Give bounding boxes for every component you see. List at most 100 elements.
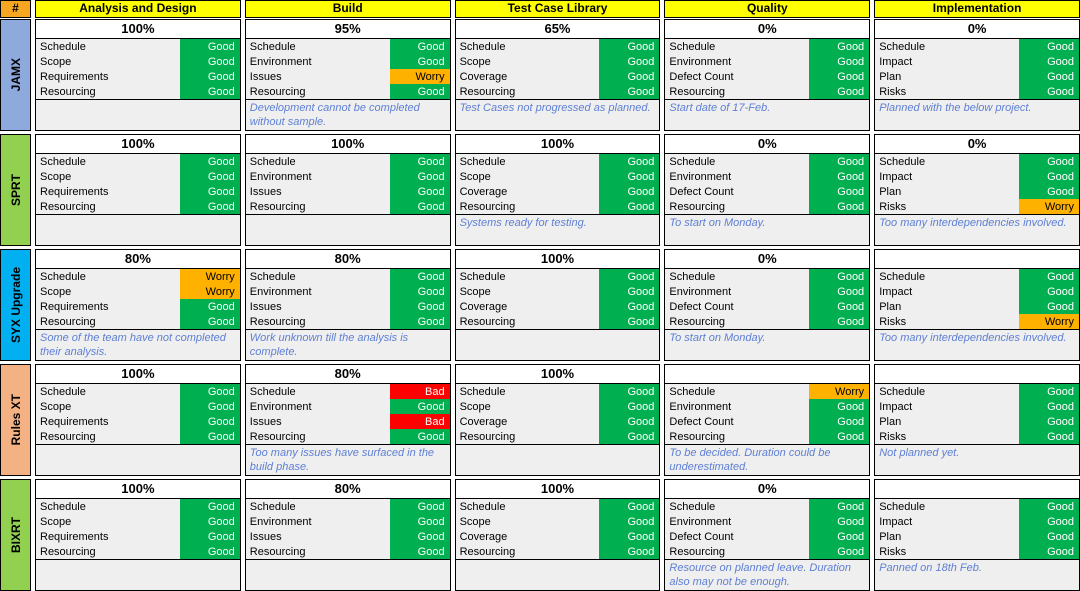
- status-label[interactable]: Resourcing: [40, 430, 96, 443]
- status-label[interactable]: Schedule: [40, 270, 86, 283]
- status-badge[interactable]: Good: [1018, 169, 1079, 184]
- note-cell[interactable]: [36, 445, 240, 475]
- status-badge[interactable]: Good: [389, 399, 450, 414]
- status-badge[interactable]: Good: [599, 199, 660, 214]
- status-label[interactable]: Coverage: [459, 300, 508, 313]
- status-label[interactable]: Scope: [40, 285, 72, 298]
- status-badge[interactable]: Good: [809, 429, 870, 444]
- phase-header[interactable]: Test Case Library: [454, 0, 661, 18]
- status-badge[interactable]: Good: [389, 499, 450, 514]
- status-badge[interactable]: Good: [599, 84, 660, 99]
- status-badge[interactable]: Good: [809, 69, 870, 84]
- status-label[interactable]: Environment: [249, 170, 312, 183]
- status-badge[interactable]: Bad: [389, 414, 450, 429]
- status-badge[interactable]: Worry: [389, 69, 450, 84]
- status-label[interactable]: Resourcing: [669, 430, 726, 443]
- status-label[interactable]: Requirements: [40, 530, 109, 543]
- status-label[interactable]: Resourcing: [40, 200, 96, 213]
- status-badge[interactable]: Good: [1018, 499, 1079, 514]
- status-badge[interactable]: Good: [1018, 514, 1079, 529]
- percent-cell[interactable]: 0%: [875, 135, 1079, 154]
- status-label[interactable]: Risks: [879, 315, 907, 328]
- percent-cell[interactable]: 100%: [36, 480, 240, 499]
- note-cell[interactable]: To start on Monday.: [669, 217, 766, 229]
- note-cell[interactable]: Planned with the below project.: [879, 102, 1032, 114]
- status-badge[interactable]: Good: [179, 514, 240, 529]
- status-label[interactable]: Coverage: [459, 70, 508, 83]
- status-label[interactable]: Resourcing: [459, 200, 516, 213]
- status-badge[interactable]: Good: [809, 54, 870, 69]
- status-badge[interactable]: Worry: [179, 284, 240, 299]
- status-label[interactable]: Environment: [249, 515, 312, 528]
- status-badge[interactable]: Good: [179, 39, 240, 54]
- status-label[interactable]: Issues: [249, 415, 282, 428]
- note-cell[interactable]: [246, 215, 450, 245]
- status-label[interactable]: Coverage: [459, 415, 508, 428]
- status-label[interactable]: Requirements: [40, 415, 109, 428]
- status-label[interactable]: Impact: [879, 515, 913, 528]
- status-label[interactable]: Schedule: [40, 155, 86, 168]
- note-cell[interactable]: Panned on 18th Feb.: [879, 562, 982, 574]
- status-badge[interactable]: Good: [389, 544, 450, 559]
- status-badge[interactable]: Good: [179, 154, 240, 169]
- status-badge[interactable]: Good: [1018, 399, 1079, 414]
- status-label[interactable]: Scope: [40, 55, 72, 68]
- percent-cell[interactable]: 100%: [36, 135, 240, 154]
- percent-cell[interactable]: 100%: [36, 365, 240, 384]
- note-cell[interactable]: [456, 560, 660, 590]
- status-badge[interactable]: Good: [599, 39, 660, 54]
- status-label[interactable]: Scope: [40, 170, 72, 183]
- status-badge[interactable]: Good: [809, 299, 870, 314]
- status-badge[interactable]: Good: [389, 84, 450, 99]
- status-badge[interactable]: Good: [1018, 544, 1079, 559]
- status-badge[interactable]: Good: [1018, 84, 1079, 99]
- status-badge[interactable]: Good: [179, 314, 240, 329]
- note-cell[interactable]: Start date of 17-Feb.: [669, 102, 771, 114]
- status-label[interactable]: Defect Count: [669, 415, 734, 428]
- status-badge[interactable]: Good: [179, 69, 240, 84]
- percent-cell[interactable]: 0%: [875, 20, 1079, 39]
- status-badge[interactable]: Good: [809, 169, 870, 184]
- status-label[interactable]: Schedule: [669, 270, 716, 283]
- status-label[interactable]: Resourcing: [669, 545, 726, 558]
- percent-cell[interactable]: 80%: [245, 365, 450, 384]
- percent-cell[interactable]: 0%: [665, 20, 870, 39]
- percent-cell[interactable]: [665, 365, 870, 384]
- status-badge[interactable]: Good: [809, 199, 870, 214]
- status-badge[interactable]: Good: [1018, 69, 1079, 84]
- status-label[interactable]: Schedule: [459, 385, 506, 398]
- status-badge[interactable]: Good: [809, 84, 870, 99]
- status-badge[interactable]: Good: [389, 169, 450, 184]
- note-cell[interactable]: [36, 100, 240, 130]
- status-label[interactable]: Resourcing: [249, 545, 306, 558]
- status-label[interactable]: Environment: [249, 55, 312, 68]
- status-label[interactable]: Defect Count: [669, 300, 734, 313]
- status-badge[interactable]: Good: [179, 84, 240, 99]
- status-badge[interactable]: Good: [1018, 39, 1079, 54]
- project-label[interactable]: SYX Upgrade: [0, 249, 31, 361]
- status-badge[interactable]: Good: [1018, 154, 1079, 169]
- status-label[interactable]: Impact: [879, 170, 913, 183]
- status-badge[interactable]: Good: [809, 184, 870, 199]
- status-label[interactable]: Resourcing: [40, 85, 96, 98]
- project-label[interactable]: JAMX: [0, 19, 31, 131]
- status-badge[interactable]: Good: [179, 384, 240, 399]
- status-label[interactable]: Plan: [879, 530, 902, 543]
- status-label[interactable]: Schedule: [669, 500, 716, 513]
- status-badge[interactable]: Good: [809, 39, 870, 54]
- status-label[interactable]: Environment: [669, 285, 732, 298]
- status-badge[interactable]: Good: [389, 269, 450, 284]
- percent-cell[interactable]: 0%: [665, 135, 870, 154]
- status-label[interactable]: Schedule: [669, 40, 716, 53]
- status-label[interactable]: Environment: [669, 170, 732, 183]
- status-label[interactable]: Resourcing: [40, 545, 96, 558]
- status-label[interactable]: Schedule: [40, 40, 86, 53]
- status-label[interactable]: Schedule: [669, 385, 716, 398]
- phase-header[interactable]: Quality: [664, 0, 871, 18]
- status-label[interactable]: Schedule: [459, 155, 506, 168]
- note-cell[interactable]: [36, 560, 240, 590]
- status-badge[interactable]: Good: [599, 184, 660, 199]
- status-badge[interactable]: Good: [599, 269, 660, 284]
- status-label[interactable]: Plan: [879, 185, 902, 198]
- status-label[interactable]: Defect Count: [669, 185, 734, 198]
